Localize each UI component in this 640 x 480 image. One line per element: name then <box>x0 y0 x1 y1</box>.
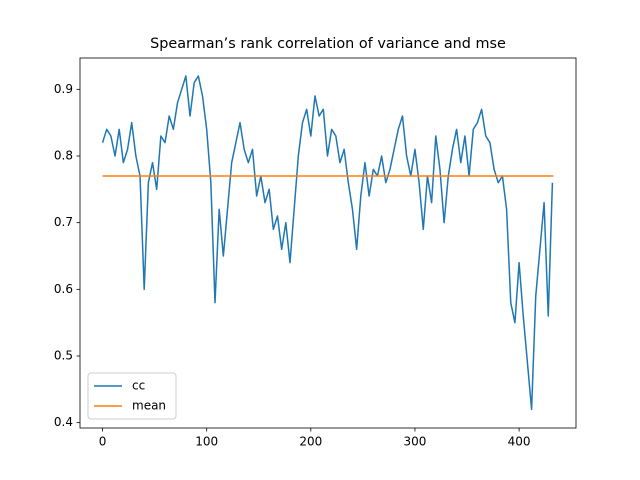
x-tick-label: 300 <box>404 435 427 449</box>
chart-title: Spearman’s rank correlation of variance … <box>150 36 506 52</box>
y-tick-label: 0.6 <box>54 282 73 296</box>
x-tick-label: 0 <box>99 435 107 449</box>
x-tick-label: 200 <box>299 435 322 449</box>
series-line <box>101 75 554 411</box>
y-tick-label: 0.8 <box>54 149 73 163</box>
x-tick-label: 400 <box>508 435 531 449</box>
legend-label: cc <box>132 379 145 393</box>
x-tick-label: 100 <box>195 435 218 449</box>
legend-box <box>87 372 177 420</box>
legend-label: mean <box>132 399 166 413</box>
y-tick-label: 0.7 <box>54 215 73 229</box>
axes-frame <box>79 57 577 429</box>
y-tick-label: 0.4 <box>54 415 73 429</box>
plot-area <box>101 75 554 411</box>
y-tick-label: 0.5 <box>54 349 73 363</box>
y-tick-label: 0.9 <box>54 82 73 96</box>
